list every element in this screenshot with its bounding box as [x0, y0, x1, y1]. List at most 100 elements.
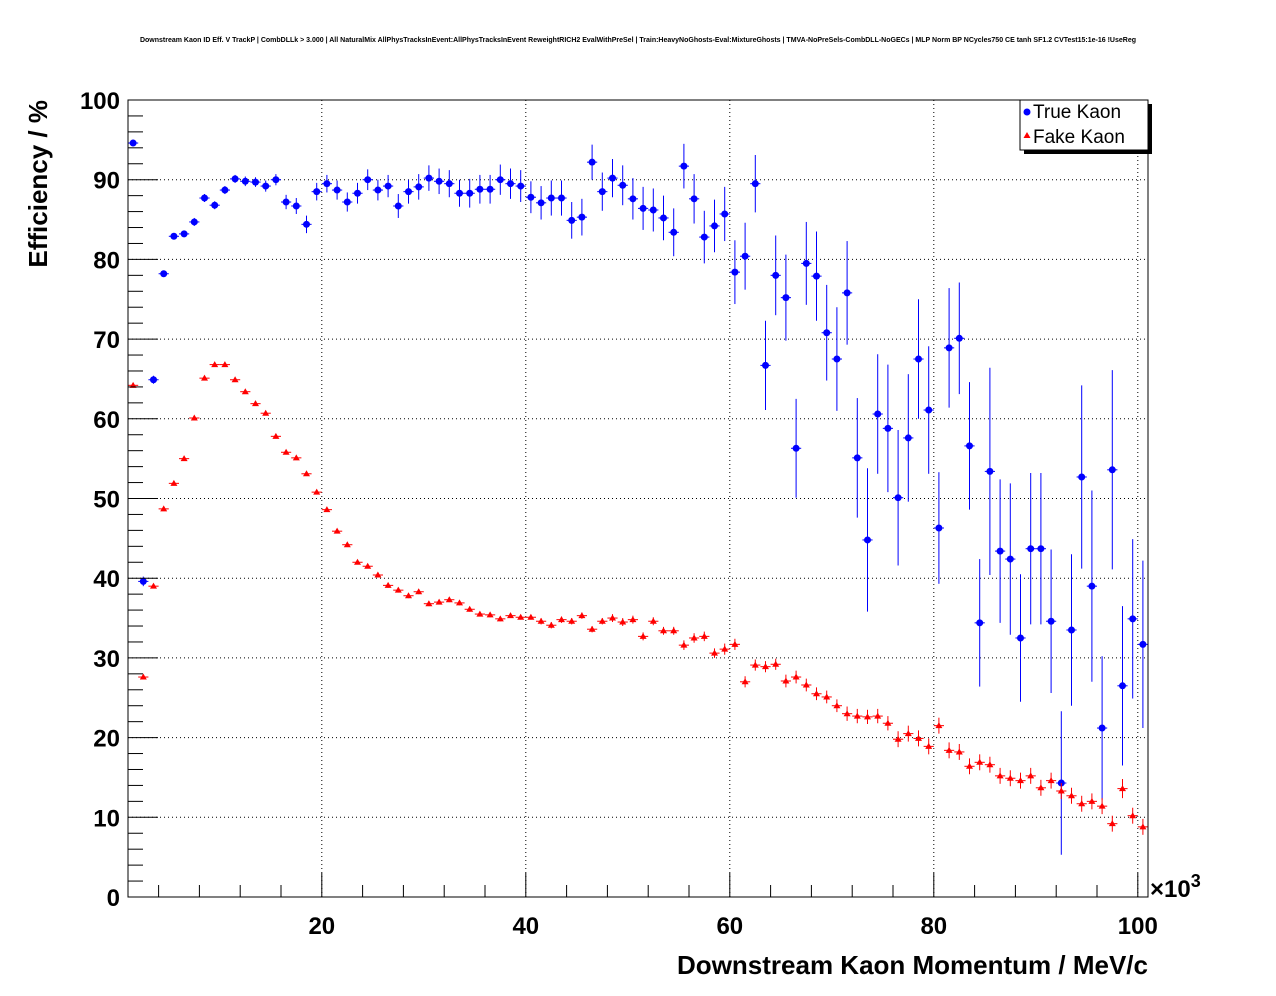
- data-point: [966, 762, 973, 769]
- data-point: [915, 355, 922, 363]
- data-point: [782, 294, 790, 302]
- y-tick-label: 40: [93, 566, 120, 593]
- data-point: [129, 139, 137, 147]
- data-point: [547, 621, 555, 628]
- data-point: [201, 374, 208, 381]
- data-point: [384, 581, 392, 588]
- data-point: [1119, 682, 1126, 690]
- data-point: [231, 175, 239, 183]
- data-point: [629, 195, 637, 203]
- data-point: [782, 677, 790, 684]
- data-point: [527, 193, 535, 201]
- data-point: [364, 176, 372, 184]
- data-point: [190, 414, 198, 421]
- data-point: [945, 344, 953, 352]
- y-tick-label: 90: [93, 168, 120, 195]
- data-point: [578, 213, 586, 221]
- data-point: [649, 617, 657, 624]
- data-point: [241, 388, 249, 395]
- data-point: [507, 612, 514, 619]
- data-point: [833, 702, 841, 709]
- data-point: [466, 189, 474, 197]
- data-point: [435, 177, 443, 185]
- data-point: [394, 202, 402, 210]
- data-point: [853, 454, 861, 462]
- data-point: [1129, 812, 1137, 819]
- data-point: [1027, 772, 1035, 779]
- data-point: [670, 228, 678, 236]
- y-tick-label: 30: [93, 646, 120, 673]
- data-point: [547, 194, 555, 202]
- data-point: [282, 448, 290, 455]
- data-point: [1108, 820, 1116, 827]
- data-point: [568, 216, 576, 224]
- data-point: [792, 673, 800, 680]
- data-point: [1057, 787, 1065, 794]
- data-point: [976, 619, 984, 627]
- data-point: [772, 271, 780, 279]
- data-point: [1006, 774, 1014, 781]
- data-point: [1006, 555, 1014, 563]
- data-point: [915, 734, 922, 741]
- data-point: [588, 625, 596, 632]
- data-point: [272, 176, 280, 184]
- data-point: [160, 270, 168, 278]
- data-point: [578, 612, 586, 619]
- x-multiplier: ×103: [1150, 871, 1201, 903]
- data-point: [129, 381, 137, 388]
- data-point: [323, 506, 331, 513]
- data-point: [313, 488, 321, 495]
- data-point: [150, 376, 157, 384]
- legend: True Kaon Fake Kaon: [1019, 99, 1152, 154]
- data-point: [517, 182, 525, 190]
- data-point: [170, 479, 178, 486]
- data-point: [527, 613, 535, 620]
- y-tick-label: 0: [107, 885, 120, 912]
- data-point: [955, 334, 963, 342]
- data-point: [476, 185, 484, 193]
- data-point: [741, 678, 749, 685]
- data-point: [996, 547, 1004, 555]
- data-point: [1098, 724, 1106, 732]
- data-point: [894, 735, 902, 742]
- data-point: [190, 218, 198, 226]
- data-point: [1078, 800, 1086, 807]
- data-point: [1088, 582, 1096, 590]
- x-tick-label: 80: [920, 913, 947, 940]
- data-point: [415, 183, 423, 191]
- data-point: [405, 188, 412, 196]
- data-point: [1047, 777, 1055, 784]
- data-point: [670, 627, 678, 634]
- x-tick-label: 60: [716, 913, 743, 940]
- data-point: [833, 355, 841, 363]
- data-point: [639, 632, 647, 639]
- data-point: [374, 186, 382, 194]
- y-tick-label: 20: [93, 726, 120, 753]
- data-point: [884, 719, 892, 726]
- data-point: [364, 562, 372, 569]
- data-point: [588, 158, 596, 166]
- data-point: [323, 180, 331, 188]
- x-multiplier-exp: 3: [1191, 871, 1201, 891]
- data-point: [231, 376, 239, 383]
- data-point: [558, 194, 565, 202]
- data-point: [772, 660, 780, 667]
- data-point: [445, 596, 453, 603]
- data-point: [751, 180, 759, 188]
- data-point: [1078, 473, 1086, 481]
- data-point: [813, 272, 820, 280]
- y-tick-label: 70: [93, 327, 120, 354]
- data-point: [456, 189, 463, 197]
- data-point: [813, 690, 820, 697]
- data-point: [456, 599, 463, 606]
- data-point: [690, 634, 698, 641]
- data-point: [935, 524, 943, 532]
- data-point: [435, 598, 443, 605]
- series-true-kaon: [128, 139, 1148, 855]
- legend-fake-kaon-label: Fake Kaon: [1033, 127, 1125, 148]
- data-point: [751, 661, 759, 668]
- series-fake-kaon: [128, 361, 1148, 835]
- data-point: [1129, 615, 1137, 623]
- data-point: [680, 162, 688, 170]
- data-point: [445, 180, 453, 188]
